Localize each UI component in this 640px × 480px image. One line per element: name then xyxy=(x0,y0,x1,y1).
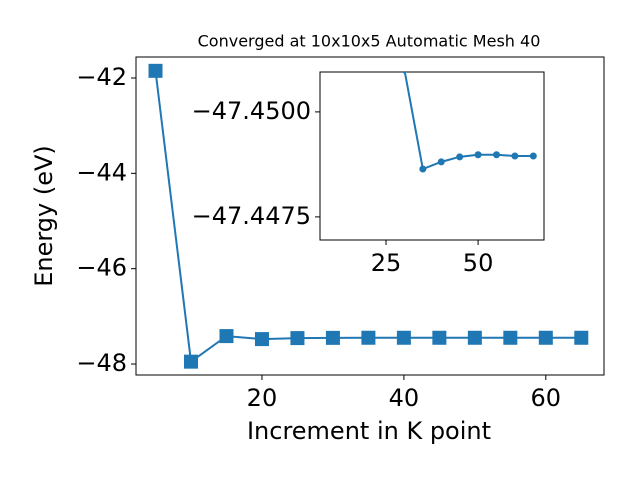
x-tick-label: 50 xyxy=(463,249,494,277)
data-point xyxy=(437,158,445,166)
x-axis-label: Increment in K point xyxy=(247,417,491,445)
chart-title: Converged at 10x10x5 Automatic Mesh 40 xyxy=(198,32,541,51)
plot-area xyxy=(401,72,537,173)
data-point xyxy=(538,330,553,345)
x-tick-label: 25 xyxy=(371,249,402,277)
data-point xyxy=(401,72,408,74)
y-tick-label: −46 xyxy=(76,254,127,282)
data-point xyxy=(325,330,340,345)
y-axis-label: Energy (eV) xyxy=(30,145,58,287)
y-tick-label: −42 xyxy=(76,63,127,91)
data-point xyxy=(492,151,500,159)
data-point xyxy=(529,152,537,160)
data-point xyxy=(474,151,482,159)
y-tick-label: −48 xyxy=(76,349,127,377)
data-point xyxy=(432,330,447,345)
data-point xyxy=(219,329,234,344)
x-tick-label: 40 xyxy=(389,384,420,412)
data-point xyxy=(290,331,305,346)
data-point xyxy=(503,330,518,345)
data-point xyxy=(183,354,198,369)
plot-area xyxy=(148,63,589,369)
data-point xyxy=(574,330,589,345)
y-tick-label: −47.4475 xyxy=(192,202,311,230)
data-point xyxy=(396,330,411,345)
x-tick-label: 60 xyxy=(531,384,562,412)
data-point xyxy=(419,165,427,173)
x-tick-label: 20 xyxy=(247,384,278,412)
data-point xyxy=(511,152,519,160)
data-point xyxy=(467,330,482,345)
data-point xyxy=(254,332,269,347)
data-point xyxy=(361,330,376,345)
data-point xyxy=(456,153,464,161)
y-tick-label: −47.4500 xyxy=(192,97,311,125)
y-tick-label: −44 xyxy=(76,158,127,186)
data-point xyxy=(148,63,163,78)
